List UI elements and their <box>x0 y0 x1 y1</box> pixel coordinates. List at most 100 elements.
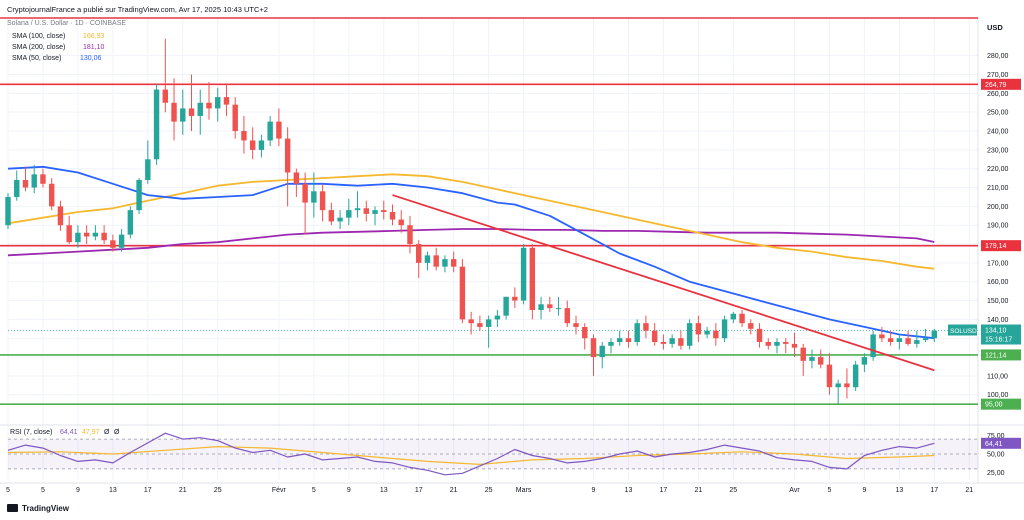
candle-body <box>835 383 841 388</box>
time-axis: 5 5 9 13 17 21 25 Févr 5 9 13 17 21 25 Mars 9 13 17 21 25 Av… <box>6 487 973 494</box>
candle-body <box>538 304 544 310</box>
candle-up <box>346 198 352 226</box>
time-tick-label: 17 <box>415 487 423 494</box>
candle-up <box>136 178 142 214</box>
candle-body <box>879 334 885 339</box>
candle-body <box>800 347 806 361</box>
candle-body <box>643 323 649 331</box>
candle-body <box>599 345 605 358</box>
candle-up <box>337 210 343 229</box>
candle-down <box>302 172 308 235</box>
price-tick-label: 280,00 <box>987 53 1009 60</box>
candle-body <box>92 232 99 237</box>
candle-body <box>914 340 920 344</box>
sma100-value: 166,93 <box>83 33 105 40</box>
candle-body <box>459 266 466 320</box>
candle-body <box>101 232 107 241</box>
candle-down <box>651 323 658 346</box>
rsi-ma-line <box>7 446 935 465</box>
candle-down <box>319 183 326 222</box>
candle-up <box>730 311 737 324</box>
time-tick-label: 25 <box>485 487 493 494</box>
candle-body <box>512 296 518 301</box>
trendline-layer <box>392 194 935 372</box>
candle-body <box>817 357 824 365</box>
level-label-resistance-179: 179,14 <box>985 243 1007 250</box>
candle-down <box>162 38 169 113</box>
candle-down <box>564 300 570 327</box>
candle-body <box>188 108 195 116</box>
candle-body <box>416 244 422 263</box>
publisher-line: CryptojournalFrance a publié sur Trading… <box>7 5 268 14</box>
candle-body <box>433 255 439 267</box>
candle-down <box>477 315 483 331</box>
candle-up <box>145 140 151 184</box>
time-tick-label: 13 <box>625 487 633 494</box>
candle-up <box>721 315 728 342</box>
candle-down <box>293 168 300 197</box>
candle-down <box>826 353 833 395</box>
candle-body <box>704 330 710 335</box>
candle-down <box>40 168 46 188</box>
candle-body <box>529 247 536 310</box>
last-price-value: 134,10 <box>985 328 1007 335</box>
candle-down <box>110 234 116 252</box>
candle-down <box>590 334 597 376</box>
candle-up <box>861 353 868 373</box>
level-tag-resistance-179 <box>981 240 1021 252</box>
candle-body <box>302 183 308 203</box>
candle-body <box>381 210 387 213</box>
candle-body <box>870 334 876 358</box>
candle-down <box>748 319 754 335</box>
rsi-tick-label: 75,00 <box>987 433 1005 440</box>
price-tick-label: 100,00 <box>987 392 1009 399</box>
time-tick-label: 5 <box>6 487 10 494</box>
candle-body <box>276 121 282 139</box>
candle-body <box>844 383 850 388</box>
candle-body <box>215 97 221 109</box>
moving-averages <box>7 165 935 340</box>
time-tick-label: 25 <box>214 487 222 494</box>
candle-body <box>14 180 20 197</box>
candle-body <box>477 323 483 327</box>
candle-body <box>896 338 903 342</box>
level-tag-support-95 <box>981 398 1021 410</box>
candle-up <box>809 349 815 369</box>
candle-body <box>748 323 754 329</box>
candle-body <box>590 338 597 358</box>
candle-down <box>459 259 466 324</box>
level-label-resistance-264: 264,79 <box>985 82 1007 89</box>
candle-body <box>171 102 177 122</box>
horizontal-levels <box>0 17 978 405</box>
candle-up <box>354 191 361 218</box>
candle-body <box>503 296 509 316</box>
candle-body <box>634 323 640 342</box>
price-tick-label: 260,00 <box>987 91 1009 98</box>
symbol-line: Solana / U.S. Dollar · 1D · COINBASE <box>7 20 126 27</box>
candle-down <box>206 82 212 120</box>
sma50-value: 130,06 <box>80 55 102 62</box>
rsi-empty-1: Ø <box>104 429 110 436</box>
time-tick-label: 9 <box>347 487 351 494</box>
rsi-value-tag-label: 64,41 <box>985 441 1003 448</box>
candle-body <box>695 323 702 335</box>
candle-down <box>101 225 107 245</box>
candle-body <box>547 304 553 309</box>
candle-body <box>809 357 815 361</box>
grid <box>0 18 1024 484</box>
candle-body <box>5 196 11 226</box>
candle-down <box>695 315 702 342</box>
candle-up <box>617 330 623 346</box>
time-tick-label: 13 <box>895 487 903 494</box>
candle-down <box>188 74 195 132</box>
candle-down <box>363 200 369 222</box>
candle-up <box>599 342 605 369</box>
candle-down <box>765 338 771 350</box>
candle-body <box>783 342 789 344</box>
candle-body <box>206 102 212 109</box>
candle-up <box>442 255 448 273</box>
candle-up <box>311 172 317 218</box>
